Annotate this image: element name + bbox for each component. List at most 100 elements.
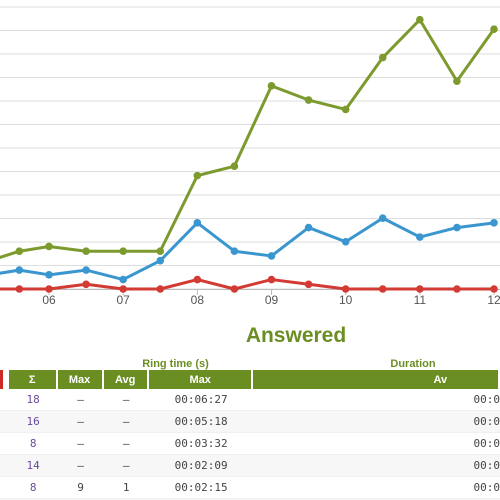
x-tick-label: 07 [116,293,130,307]
duration-avg-cell: 00:0 [253,455,500,477]
duration-max-cell: 00:02:15 [148,477,254,499]
data-point[interactable] [15,247,24,256]
duration-avg-column-header[interactable]: Av [253,370,500,389]
data-point[interactable] [230,247,239,256]
answered-table-wrap: Σ Max Avg Max Av 18– –00:06:27 00:0 16– –00:… [0,370,500,500]
table-body: 18– –00:06:27 00:0 16– –00:05:18 00:0 8– –00:03… [0,389,500,500]
calls-line-chart: 06 07 08 09 10 11 12 [0,6,500,307]
data-point[interactable] [341,285,350,293]
data-point[interactable] [156,247,165,256]
data-point[interactable] [156,285,165,293]
data-point[interactable] [82,280,90,289]
data-point[interactable] [193,219,202,227]
table-row: 18– –00:06:27 00:0 [0,389,500,411]
duration-max-cell: 00:03:32 [148,433,254,455]
data-point[interactable] [304,223,313,232]
sum-cell: 18 [8,389,58,411]
data-point[interactable] [45,242,53,251]
table-header-row: Σ Max Avg Max Av [0,370,500,389]
data-point[interactable] [304,96,313,104]
duration-max-cell: 00:06:27 [148,389,254,411]
x-tick-label: 11 [414,293,427,307]
data-point[interactable] [119,285,127,293]
data-point[interactable] [45,285,53,293]
duration-group-header: Duration [390,358,436,370]
x-tick-label: 12 [487,293,500,307]
sum-column-header[interactable]: Σ [8,370,58,389]
table-row: 14– –00:02:09 00:0 [0,455,500,477]
row-spacer-cell [0,389,9,411]
data-point[interactable] [453,77,461,85]
table-row: 8 9 1 00:02:15 00:0 [0,477,500,499]
sum-cell: 14 [8,455,58,477]
row-spacer-cell [0,433,9,455]
data-point[interactable] [267,82,276,90]
data-point[interactable] [267,275,276,284]
duration-max-cell: 00:05:18 [148,411,254,433]
data-point[interactable] [15,266,24,274]
ring-avg-column-header[interactable]: Avg [103,370,149,389]
data-point[interactable] [453,223,461,232]
row-spacer-cell [0,477,9,499]
row-spacer-cell [0,411,9,433]
duration-avg-cell: 00:0 [253,477,500,499]
data-point[interactable] [416,233,424,241]
ring-time-group-header: Ring time (s) [142,358,209,370]
data-point[interactable] [490,285,498,293]
duration-avg-cell: 00:0 [253,433,500,455]
x-tick-label: 08 [191,293,205,307]
data-point[interactable] [304,280,313,289]
x-tick-label: 10 [339,293,353,307]
data-point[interactable] [82,266,90,274]
x-tick-label: 06 [42,293,56,307]
answered-table: Σ Max Avg Max Av 18– –00:06:27 00:0 16– –00:… [0,370,500,500]
data-point[interactable] [193,275,202,284]
x-tick-label: 09 [265,293,279,307]
data-point[interactable] [119,247,127,256]
data-point[interactable] [378,285,387,293]
ring-avg-cell: – [103,411,149,433]
duration-max-column-header[interactable]: Max [148,370,254,389]
data-point[interactable] [490,25,498,33]
data-point[interactable] [341,105,350,114]
ring-max-column-header[interactable]: Max [57,370,104,389]
data-point[interactable] [416,15,424,24]
sum-cell: 16 [8,411,58,433]
ring-avg-cell: 1 [103,477,149,499]
data-point[interactable] [230,162,239,170]
ring-max-cell: – [57,389,104,411]
data-point[interactable] [490,219,498,227]
section-title: Answered [245,324,347,347]
ring-avg-cell: – [103,433,149,455]
data-point[interactable] [119,275,127,284]
data-point[interactable] [156,256,165,265]
data-point[interactable] [82,247,90,256]
table-row: 8– –00:03:32 00:0 [0,433,500,455]
data-point[interactable] [416,285,424,293]
data-point[interactable] [45,271,53,279]
data-point[interactable] [378,214,387,222]
sum-cell: 8 [8,477,58,499]
data-point[interactable] [15,285,24,293]
duration-avg-cell: 00:0 [253,389,500,411]
data-point[interactable] [193,171,202,180]
sum-cell: 8 [8,433,58,455]
ring-avg-cell: – [103,455,149,477]
ring-max-cell: – [57,455,104,477]
ring-max-cell: 9 [57,477,104,499]
series-line [0,18,496,259]
data-point[interactable] [378,53,387,62]
ring-max-cell: – [57,411,104,433]
row-spacer-cell [0,455,9,477]
data-point[interactable] [341,237,350,246]
ring-avg-cell: – [103,389,149,411]
duration-max-cell: 00:02:09 [148,455,254,477]
table-row: 16– –00:05:18 00:0 [0,411,500,433]
chart-svg: 06 07 08 09 10 11 12 [0,6,500,307]
data-point[interactable] [267,252,276,260]
data-point[interactable] [230,285,239,293]
ring-max-cell: – [57,433,104,455]
series-color-marker [0,370,9,389]
duration-avg-cell: 00:0 [253,411,500,433]
data-point[interactable] [453,285,461,293]
